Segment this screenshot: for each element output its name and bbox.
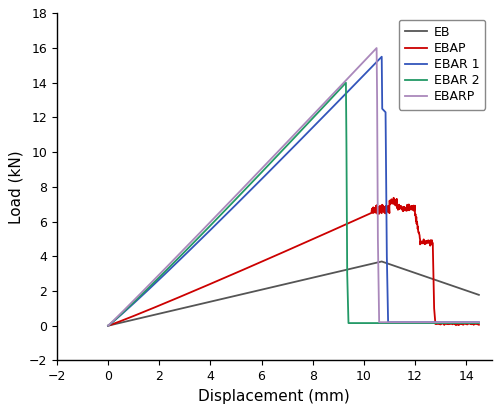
EBAP bbox=[390, 195, 396, 200]
EBAR 1 bbox=[378, 54, 384, 59]
EB bbox=[151, 312, 157, 317]
EB bbox=[396, 265, 402, 270]
EBARP bbox=[266, 159, 272, 164]
EB bbox=[105, 323, 111, 328]
EBAR 1 bbox=[268, 168, 274, 173]
Line: EBAP: EBAP bbox=[108, 198, 479, 325]
EB bbox=[174, 307, 180, 312]
EB bbox=[464, 288, 470, 293]
EBAP bbox=[427, 243, 433, 248]
EBAP bbox=[220, 276, 226, 281]
EBAR 2 bbox=[130, 301, 136, 306]
EBARP bbox=[476, 320, 482, 325]
EBAR 2 bbox=[402, 321, 407, 325]
EBAP bbox=[356, 216, 362, 221]
EBARP bbox=[232, 194, 237, 199]
EBAR 2 bbox=[105, 323, 111, 328]
Line: EBAR 2: EBAR 2 bbox=[108, 83, 479, 325]
EBAP bbox=[105, 323, 111, 328]
EBAR 1 bbox=[463, 320, 469, 325]
Legend: EB, EBAP, EBAR 1, EBAR 2, EBARP: EB, EBAP, EBAR 1, EBAR 2, EBARP bbox=[398, 20, 486, 110]
EBARP bbox=[302, 121, 308, 126]
Y-axis label: Load (kN): Load (kN) bbox=[8, 150, 24, 224]
Line: EBARP: EBARP bbox=[108, 48, 479, 325]
EBARP bbox=[396, 320, 402, 325]
EBAR 1 bbox=[270, 166, 276, 171]
X-axis label: Displacement (mm): Displacement (mm) bbox=[198, 389, 350, 404]
EBAR 1 bbox=[309, 126, 315, 131]
EBAR 2 bbox=[154, 277, 160, 282]
EBARP bbox=[110, 319, 116, 324]
EBAP bbox=[218, 277, 224, 282]
EBARP bbox=[374, 46, 380, 51]
EBAR 1 bbox=[290, 145, 296, 150]
EBAP bbox=[476, 322, 482, 327]
EBAR 1 bbox=[105, 323, 111, 328]
EBAR 1 bbox=[381, 108, 387, 113]
EBARP bbox=[105, 323, 111, 328]
EBARP bbox=[386, 320, 392, 325]
EBAR 2 bbox=[476, 321, 482, 325]
EBAR 2 bbox=[343, 80, 349, 85]
EBAP bbox=[408, 207, 414, 212]
EB bbox=[476, 293, 482, 297]
EB bbox=[472, 291, 478, 296]
EBAP bbox=[410, 204, 416, 209]
EBAR 1 bbox=[476, 320, 482, 325]
EBAR 2 bbox=[123, 307, 129, 312]
EB bbox=[378, 259, 384, 264]
Line: EB: EB bbox=[108, 262, 479, 325]
EBAR 2 bbox=[210, 221, 216, 226]
EBAR 2 bbox=[248, 181, 254, 186]
EB bbox=[336, 269, 342, 274]
Line: EBAR 1: EBAR 1 bbox=[108, 57, 479, 325]
